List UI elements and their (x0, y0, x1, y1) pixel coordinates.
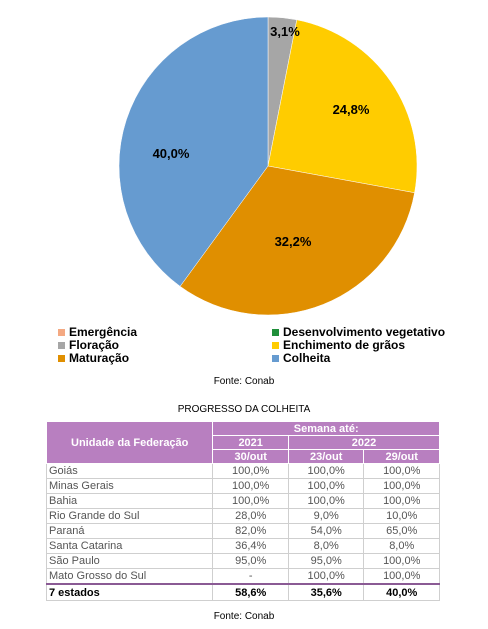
header-date-1: 30/out (212, 449, 289, 464)
legend-label: Floração (69, 338, 120, 352)
legend-item: Emergência (58, 326, 137, 339)
header-date-2: 23/out (287, 449, 365, 464)
legend-item: Colheita (272, 352, 445, 365)
row-uf: Bahia (45, 493, 214, 509)
pie-slice (118, 16, 269, 287)
row-value: 8,0% (363, 538, 440, 554)
total-value: 35,6% (287, 583, 365, 601)
row-value: 65,0% (363, 523, 440, 539)
total-value: 58,6% (212, 583, 289, 601)
row-value: 100,0% (212, 478, 289, 494)
legend-right: Desenvolvimento vegetativo Enchimento de … (272, 326, 445, 365)
header-uf: Unidade da Federação (45, 421, 214, 464)
total-value: 40,0% (363, 583, 440, 601)
row-value: 100,0% (363, 463, 440, 479)
legend-swatch (272, 355, 279, 362)
row-value: 100,0% (363, 478, 440, 494)
pie-slice (179, 165, 415, 316)
table-total-row: 7 estados 58,6% 35,6% 40,0% (45, 583, 440, 601)
row-uf: São Paulo (45, 553, 214, 569)
legend-swatch (272, 342, 279, 349)
header-year-2022: 2022 (287, 435, 441, 450)
slice-label: 40,0% (153, 146, 190, 161)
legend-left: Emergência Floração Maturação (58, 326, 137, 365)
row-value: 95,0% (287, 553, 365, 569)
legend-item: Maturação (58, 352, 137, 365)
row-value: 100,0% (212, 463, 289, 479)
row-value: 54,0% (287, 523, 365, 539)
table-row: Santa Catarina 36,4% 8,0% 8,0% (45, 538, 440, 554)
row-value: - (212, 568, 289, 585)
row-value: 95,0% (212, 553, 289, 569)
row-value: 100,0% (287, 478, 365, 494)
row-value: 100,0% (287, 493, 365, 509)
legend-item: Enchimento de grãos (272, 339, 445, 352)
row-value: 100,0% (363, 493, 440, 509)
row-uf: Mato Grosso do Sul (45, 568, 214, 585)
legend-item: Desenvolvimento vegetativo (272, 326, 445, 339)
table-row: Minas Gerais 100,0% 100,0% 100,0% (45, 478, 440, 494)
row-value: 36,4% (212, 538, 289, 554)
legend-swatch (58, 342, 65, 349)
chart-source: Fonte: Conab (213, 376, 275, 387)
slice-label: 3,1% (270, 24, 300, 39)
row-value: 100,0% (363, 553, 440, 569)
header-week: Semana até: (212, 421, 440, 436)
table-row: Mato Grosso do Sul -100,0% 100,0% (45, 568, 440, 585)
legend-item: Floração (58, 339, 137, 352)
row-uf: Rio Grande do Sul (45, 508, 214, 524)
legend-swatch (58, 329, 65, 336)
row-value: 9,0% (287, 508, 365, 524)
pie-chart: 3,1% 24,8% 32,2% 40,0% (118, 16, 418, 316)
row-value: 100,0% (287, 463, 365, 479)
row-value: 8,0% (287, 538, 365, 554)
table-row: Bahia 100,0% 100,0% 100,0% (45, 493, 440, 509)
row-uf: Santa Catarina (45, 538, 214, 554)
slice-label: 24,8% (333, 102, 370, 117)
row-uf: Paraná (45, 523, 214, 539)
table-source: Fonte: Conab (213, 611, 275, 622)
pie-slice (267, 19, 418, 194)
row-uf: Minas Gerais (45, 478, 214, 494)
table-row: Paraná 82,0% 54,0% 65,0% (45, 523, 440, 539)
row-value: 10,0% (363, 508, 440, 524)
legend-swatch (272, 329, 279, 336)
legend-label: Enchimento de grãos (283, 338, 406, 352)
legend-label: Colheita (283, 351, 331, 365)
table-title: PROGRESSO DA COLHEITA (177, 404, 311, 415)
row-value: 100,0% (363, 568, 440, 585)
harvest-table: Unidade da Federação Semana até: 2021 20… (45, 421, 441, 601)
table-row: Rio Grande do Sul 28,0% 9,0% 10,0% (45, 508, 440, 524)
row-value: 28,0% (212, 508, 289, 524)
table-row: São Paulo 95,0% 95,0% 100,0% (45, 553, 440, 569)
table-row: Goiás 100,0% 100,0% 100,0% (45, 463, 440, 479)
legend-label: Emergência (69, 325, 138, 339)
row-value: 100,0% (212, 493, 289, 509)
row-uf: Goiás (45, 463, 214, 479)
legend-label: Desenvolvimento vegetativo (283, 325, 446, 339)
header-year-2021: 2021 (212, 435, 289, 450)
row-value: 82,0% (212, 523, 289, 539)
row-value: 100,0% (287, 568, 365, 585)
slice-label: 32,2% (275, 234, 312, 249)
legend-label: Maturação (69, 351, 130, 365)
header-date-3: 29/out (363, 449, 440, 464)
total-label: 7 estados (45, 583, 214, 601)
legend-swatch (58, 355, 65, 362)
